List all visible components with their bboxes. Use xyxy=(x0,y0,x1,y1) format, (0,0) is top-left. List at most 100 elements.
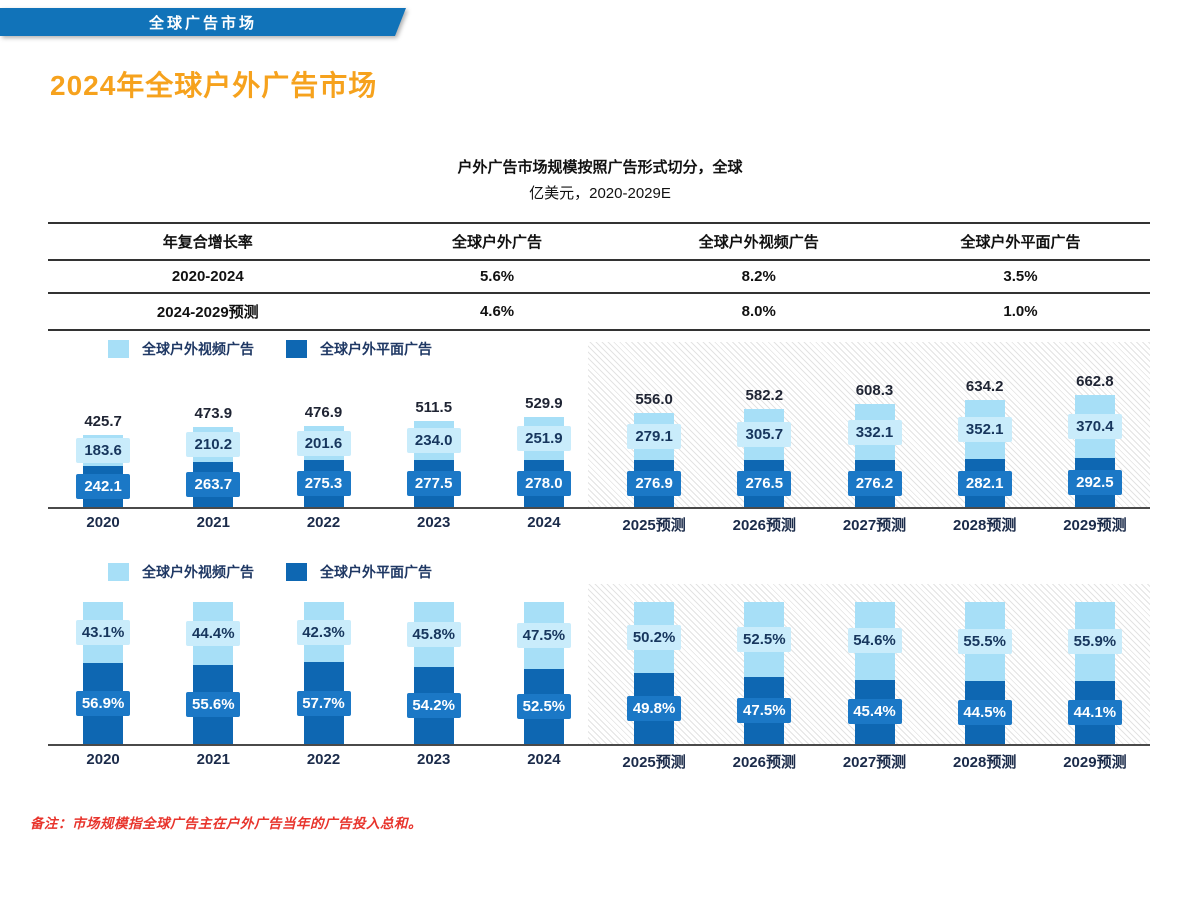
header-banner-shape: 全球广告市场 xyxy=(0,8,406,36)
chart-absolute-values: 183.6 242.1 425.7 2020 210.2 263.7 473.9 2021 20… xyxy=(48,342,1150,534)
print-value-label: 278.0 xyxy=(516,471,571,497)
video-value-label: 55.5% xyxy=(957,628,1012,654)
page-title: 2024年全球户外广告市场 xyxy=(50,70,378,101)
category-label: 2021 xyxy=(196,514,230,531)
category-label: 2027预测 xyxy=(842,754,907,771)
category-label: 2027预测 xyxy=(842,517,907,534)
video-value-label: 234.0 xyxy=(406,427,461,453)
banner-label: 全球广告市场 xyxy=(148,14,257,32)
category-label: 2025预测 xyxy=(622,517,686,534)
chart-subtitle: 亿美元，2020-2029E xyxy=(529,185,671,202)
video-value-label: 251.9 xyxy=(516,426,571,452)
cagr-cell: 2024-2029预测 xyxy=(48,293,368,331)
cagr-column-header: 全球户外广告 xyxy=(367,222,627,261)
video-value-label: 42.3% xyxy=(296,619,351,645)
print-value-label: 292.5 xyxy=(1067,469,1122,495)
print-value-label: 47.5% xyxy=(737,697,792,723)
total-value-label: 425.7 xyxy=(84,413,122,431)
video-value-label: 183.6 xyxy=(76,438,131,464)
cagr-header-row: 年复合增长率 全球户外广告 全球户外视频广告 全球户外平面广告 xyxy=(48,222,1150,261)
print-value-label: 56.9% xyxy=(76,691,131,717)
video-value-label: 47.5% xyxy=(516,623,571,649)
total-value-label: 662.8 xyxy=(1076,372,1114,390)
video-value-label: 55.9% xyxy=(1067,629,1122,655)
print-value-label: 275.3 xyxy=(296,471,351,497)
print-value-label: 52.5% xyxy=(516,694,571,720)
legend-label-video: 全球户外视频广告 xyxy=(142,341,254,357)
cagr-cell: 8.0% xyxy=(626,293,892,331)
video-value-label: 52.5% xyxy=(737,626,792,652)
cagr-cell: 5.6% xyxy=(367,260,627,294)
footnote: 备注：市场规模指全球广告主在户外广告当年的广告投入总和。 xyxy=(30,816,422,831)
cagr-column-header: 全球户外视频广告 xyxy=(626,222,892,261)
category-label: 2022 xyxy=(306,751,341,768)
chart-percent-share: 43.1% 56.9% 2020 44.4% 55.6% 2021 42.3% 57.7% 20… xyxy=(48,584,1150,771)
total-value-label: 634.2 xyxy=(965,377,1004,395)
print-swatch-icon xyxy=(286,340,307,358)
total-value-label: 473.9 xyxy=(194,404,233,422)
video-value-label: 370.4 xyxy=(1067,413,1122,439)
print-value-label: 242.1 xyxy=(76,474,131,500)
category-label: 2024 xyxy=(527,751,561,768)
category-label: 2020 xyxy=(86,751,120,768)
cagr-cell: 2020-2024 xyxy=(48,260,368,294)
cagr-row: 2024-2029预测 4.6% 8.0% 1.0% xyxy=(48,293,1150,331)
cagr-cell: 4.6% xyxy=(367,293,627,331)
print-value-label: 45.4% xyxy=(847,699,902,725)
legend-item-video: 全球户外视频广告 xyxy=(108,339,254,359)
category-label: 2028预测 xyxy=(953,754,1017,771)
video-value-label: 279.1 xyxy=(627,424,682,450)
cagr-cell: 8.2% xyxy=(626,260,892,294)
category-label: 2026预测 xyxy=(732,754,796,771)
total-value-label: 608.3 xyxy=(855,382,894,400)
chart-title: 户外广告市场规模按照广告形式切分，全球 xyxy=(457,159,743,176)
legend-item-print: 全球户外平面广告 xyxy=(286,339,432,359)
video-swatch-icon xyxy=(108,563,129,581)
chart1-legend: 全球户外视频广告 全球户外平面广告 xyxy=(108,339,432,359)
cagr-column-header: 年复合增长率 xyxy=(48,222,368,261)
total-value-label: 582.2 xyxy=(745,386,784,404)
video-value-label: 201.6 xyxy=(296,430,351,456)
category-label: 2023 xyxy=(417,514,451,531)
chart2-legend: 全球户外视频广告 全球户外平面广告 xyxy=(108,562,432,582)
cagr-cell: 1.0% xyxy=(891,293,1150,331)
header-banner: 全球广告市场 xyxy=(0,8,406,36)
total-value-label: 529.9 xyxy=(525,395,563,413)
total-value-label: 511.5 xyxy=(415,398,453,416)
cagr-column-header: 全球户外平面广告 xyxy=(891,222,1150,261)
category-label: 2025预测 xyxy=(622,754,686,771)
video-value-label: 43.1% xyxy=(76,620,131,646)
video-value-label: 352.1 xyxy=(957,417,1012,443)
legend-label-video: 全球户外视频广告 xyxy=(142,564,254,580)
legend-label-print: 全球户外平面广告 xyxy=(320,341,432,357)
legend-item-print: 全球户外平面广告 xyxy=(286,562,432,582)
print-value-label: 54.2% xyxy=(406,693,461,719)
video-value-label: 44.4% xyxy=(186,621,241,647)
print-value-label: 263.7 xyxy=(186,472,241,498)
video-value-label: 45.8% xyxy=(406,622,461,648)
legend-item-video: 全球户外视频广告 xyxy=(108,562,254,582)
cagr-cell: 3.5% xyxy=(891,260,1150,294)
category-label: 2028预测 xyxy=(953,517,1017,534)
video-value-label: 50.2% xyxy=(627,625,682,651)
category-label: 2020 xyxy=(86,514,120,531)
print-value-label: 276.9 xyxy=(627,471,682,497)
print-value-label: 57.7% xyxy=(296,690,351,716)
print-value-label: 276.5 xyxy=(737,471,792,497)
print-value-label: 49.8% xyxy=(627,696,682,722)
print-swatch-icon xyxy=(286,563,307,581)
category-label: 2021 xyxy=(196,751,230,768)
print-value-label: 44.1% xyxy=(1067,700,1122,726)
category-label: 2029预测 xyxy=(1063,517,1127,534)
print-value-label: 44.5% xyxy=(957,699,1012,725)
print-value-label: 276.2 xyxy=(847,471,902,497)
legend-label-print: 全球户外平面广告 xyxy=(320,564,432,580)
print-value-label: 282.1 xyxy=(957,470,1012,496)
category-label: 2022 xyxy=(306,514,341,531)
total-value-label: 476.9 xyxy=(304,404,343,422)
video-swatch-icon xyxy=(108,340,129,358)
category-label: 2023 xyxy=(417,751,451,768)
cagr-table: 年复合增长率 全球户外广告 全球户外视频广告 全球户外平面广告 2020-2024 5.… xyxy=(48,222,1150,331)
cagr-row: 2020-2024 5.6% 8.2% 3.5% xyxy=(48,260,1150,294)
